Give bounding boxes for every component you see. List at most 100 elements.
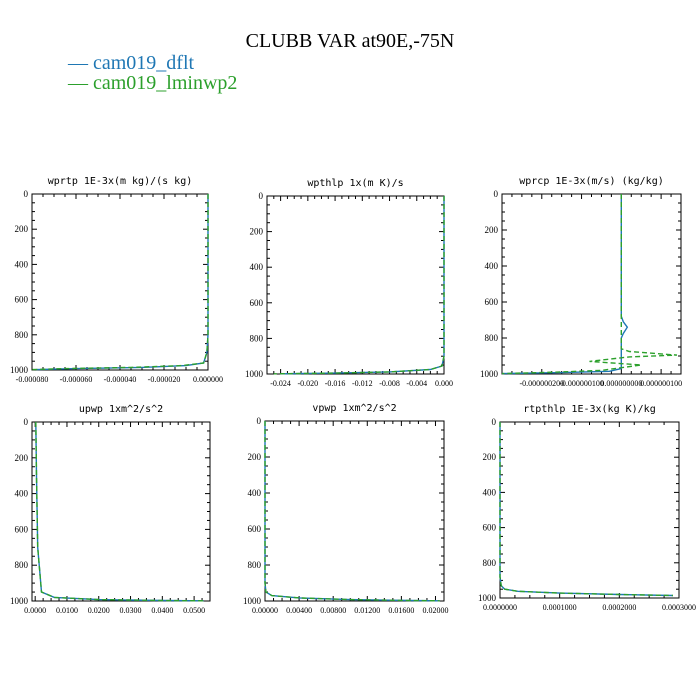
panel-5-series-dflt: [264, 421, 440, 602]
panel-5-frame: [264, 420, 445, 602]
panel-4-xtick-label: 0.0000: [24, 606, 46, 615]
panel-2-xtick-label: 0.000: [435, 379, 453, 388]
panel-6-ytick-label: 600: [483, 523, 497, 533]
panel-5-title: vpwp 1xm^2/s^2: [312, 403, 396, 414]
panel-2-series-dflt: [280, 196, 445, 375]
panel-6-xtick-label: 0.0003000: [662, 603, 696, 612]
panel-2-frame: [266, 195, 445, 375]
panel-4-ytick-label: 1000: [10, 596, 29, 606]
panel-5-ytick-label: 200: [248, 452, 262, 462]
panel-4-ytick-label: 600: [15, 524, 29, 534]
panel-1-series-dflt: [36, 194, 209, 371]
panel-4-xtick-label: 0.0300: [120, 606, 142, 615]
panel-3-ytick-label: 600: [485, 297, 499, 307]
legend-label-dflt: cam019_dflt: [93, 52, 195, 74]
panel-1-title: wprtp 1E-3x(m kg)/(s kg): [48, 176, 193, 187]
panel-1-xtick-label: 0.000000: [193, 375, 223, 384]
panel-3-xtick-label: 0.000000000: [600, 379, 642, 388]
panel-3-series-dflt: [501, 194, 629, 375]
panel-3-frame: [501, 193, 682, 375]
panel-4-xtick-label: 0.0400: [151, 606, 173, 615]
panel-1-ytick-label: 200: [15, 224, 29, 234]
panel-6-series-dflt: [499, 422, 674, 597]
panel-3-ytick-label: 400: [485, 261, 499, 271]
panel-4-ytick-label: 800: [15, 560, 29, 570]
panel-6-ytick-label: 200: [483, 452, 497, 462]
panel-6-ytick-label: 0: [492, 417, 497, 427]
panel-6-xtick-label: 0.0000000: [483, 603, 517, 612]
legend-dash-lminwp2: —: [68, 72, 93, 94]
panel-1-ytick-label: 0: [24, 189, 29, 199]
panel-1-series-lminwp2: [31, 194, 209, 371]
panel-4-ytick-label: 400: [15, 489, 29, 499]
panel-1-frame: [31, 193, 209, 371]
panel-3-title: wprcp 1E-3x(m/s) (kg/kg): [519, 176, 664, 187]
panel-2-ytick-label: 0: [259, 191, 264, 201]
panel-6-xtick-label: 0.0001000: [543, 603, 577, 612]
panel-2-series-lminwp2: [273, 196, 445, 375]
panel-5-xtick-label: 0.01600: [388, 606, 414, 615]
panel-4-series-lminwp2: [35, 421, 204, 602]
panel-3-ytick-label: 0: [494, 189, 499, 199]
panel-1-ytick-label: 400: [15, 259, 29, 269]
panel-2-title: wpthlp 1x(m K)/s: [307, 178, 403, 189]
panel-1-xtick-label: -0.000080: [16, 375, 49, 384]
panel-3-xtick-label: -0.000000100: [559, 379, 604, 388]
legend-entry-dflt: — cam019_dflt: [68, 52, 194, 75]
legend-entry-lminwp2: — cam019_lminwp2: [68, 72, 237, 95]
panel-3-ytick-label: 800: [485, 333, 499, 343]
panel-5-xtick-label: 0.00000: [252, 606, 278, 615]
panel-5-xtick-label: 0.00800: [320, 606, 346, 615]
panel-2-xtick-label: -0.004: [406, 379, 427, 388]
panel-2-xtick-label: -0.008: [379, 379, 400, 388]
panel-6-frame: [499, 421, 680, 599]
panel-6-ytick-label: 400: [483, 487, 497, 497]
panel-4-frame: [31, 421, 211, 602]
panel-2-ytick-label: 200: [250, 227, 264, 237]
figure-title: CLUBB VAR at90E,-75N: [245, 30, 455, 52]
legend-dash-dflt: —: [68, 52, 93, 74]
panel-1-ytick-label: 800: [15, 330, 29, 340]
panel-4-xtick-label: 0.0500: [183, 606, 205, 615]
panel-5-xtick-label: 0.02000: [422, 606, 448, 615]
panel-1-xtick-label: -0.000020: [148, 375, 181, 384]
panel-3-xtick-label: 0.000000100: [640, 379, 682, 388]
panel-5-ytick-label: 1000: [243, 596, 262, 606]
panel-2-ytick-label: 400: [250, 262, 264, 272]
panel-5-ytick-label: 0: [257, 416, 262, 426]
panel-1-xtick-label: -0.000060: [60, 375, 93, 384]
panel-4-xtick-label: 0.0200: [88, 606, 110, 615]
panel-5-xtick-label: 0.01200: [354, 606, 380, 615]
panel-5-ytick-label: 600: [248, 524, 262, 534]
panel-5-ytick-label: 800: [248, 560, 262, 570]
panel-2-xtick-label: -0.024: [270, 379, 291, 388]
panel-3-ytick-label: 200: [485, 225, 499, 235]
panel-3-xtick-label: -0.000000200: [519, 379, 564, 388]
panel-5-xtick-label: 0.00400: [286, 606, 312, 615]
panel-2-xtick-label: -0.020: [298, 379, 319, 388]
panel-3-ytick-label: 1000: [480, 369, 499, 379]
panel-4-ytick-label: 200: [15, 453, 29, 463]
panel-2-ytick-label: 1000: [245, 369, 264, 379]
panel-2-xtick-label: -0.012: [352, 379, 373, 388]
panel-6-title: rtpthlp 1E-3x(kg K)/kg: [523, 404, 655, 415]
panel-5-ytick-label: 400: [248, 488, 262, 498]
panel-5-series-lminwp2: [264, 421, 440, 602]
panel-3-series-lminwp2: [501, 194, 678, 375]
panel-1-ytick-label: 600: [15, 295, 29, 305]
panel-2-xtick-label: -0.016: [325, 379, 346, 388]
panel-4-xtick-label: 0.0100: [56, 606, 78, 615]
panel-6-series-lminwp2: [499, 422, 674, 597]
panel-4-series-dflt: [35, 421, 204, 602]
legend-label-lminwp2: cam019_lminwp2: [93, 72, 238, 94]
panel-1-ytick-label: 1000: [10, 365, 29, 375]
panel-2-ytick-label: 600: [250, 298, 264, 308]
panel-6-ytick-label: 1000: [478, 593, 497, 603]
panel-1-xtick-label: -0.000040: [104, 375, 137, 384]
panel-4-title: upwp 1xm^2/s^2: [79, 404, 163, 415]
panel-6-xtick-label: 0.0002000: [602, 603, 636, 612]
panel-6-ytick-label: 800: [483, 558, 497, 568]
panel-2-ytick-label: 800: [250, 333, 264, 343]
